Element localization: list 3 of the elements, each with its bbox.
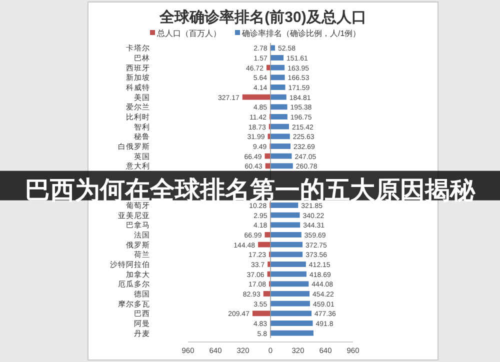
legend-label: 总人口（百万人）: [156, 29, 221, 38]
legend-label: 确诊率排名（确诊比例，人/1例）: [241, 29, 361, 38]
chart-title: 全球确诊率排名(前30)及总人口: [158, 8, 366, 26]
